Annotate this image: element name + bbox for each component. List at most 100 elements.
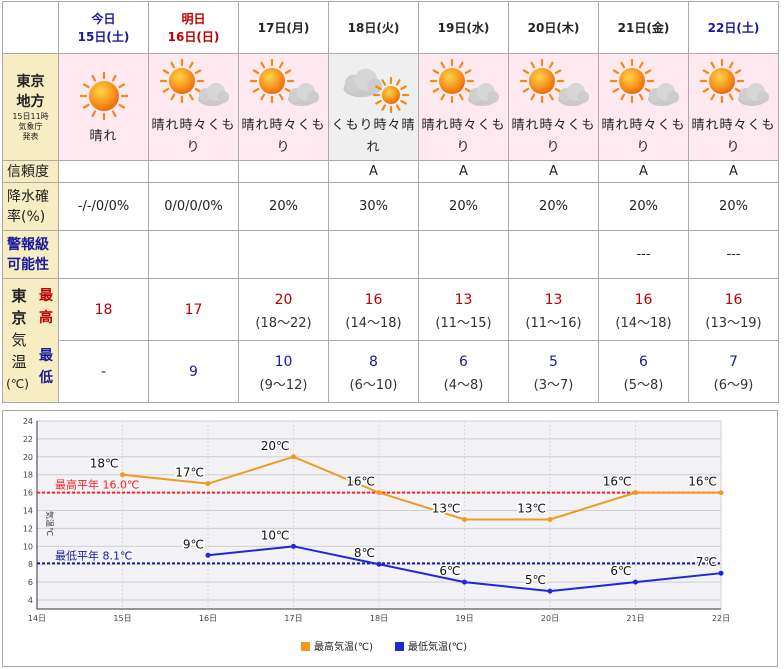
warning-cell-5 [508,230,599,279]
temperature-chart-svg: 4 6 8 10 12 14 16 18 20 22 24 14日 15日 16日 17日 18日 19日 20日… [23,417,730,653]
max-temp-value-2: 20 [274,292,293,308]
pop-cell-7: 20% [688,182,779,231]
day-label-1: 明日 [181,11,206,26]
issue-note: 発表 [22,132,39,141]
pop-label-1: 降水確 [7,188,49,205]
max-temp-range-5: (11〜16) [525,316,582,331]
sun-cloud-icon [689,55,778,115]
day-label-0: 今日 [91,11,116,26]
reliability-label: 信頼度 [2,160,59,183]
max-temp-value-6: 16 [634,292,653,308]
weather-cell-0: 晴れ [58,53,149,161]
series-1-data-label-3: 6℃ [439,564,460,578]
temp-label-c5: (℃) [6,377,29,391]
x-tick-label-0: 14日 [28,614,46,623]
warning-cell-1 [148,230,239,279]
series-0-data-label-3: 16℃ [346,475,375,489]
series-1-point-5 [633,579,638,585]
reliability-cell-1 [148,160,239,183]
reliability-cell-5: A [508,160,599,183]
warning-cell-0 [58,230,149,279]
date-label-6: 21日(金) [617,20,670,35]
y-tick-label-3: 10 [23,542,33,551]
max-temp-cell-7: 16 (13〜19) [688,278,779,341]
series-0-point-6 [633,490,638,496]
series-0-data-label-7: 16℃ [688,475,717,489]
warning-cell-2 [238,230,329,279]
min-temp-value-3: 8 [369,354,378,370]
max-label-1: 最 [39,288,53,304]
pop-row: 降水確 率(%) -/-/0/0% 0/0/0/0% 20% 30% 20% 20% 20% 2… [2,182,779,231]
min-temp-range-2: (9〜12) [259,378,308,393]
min-label-2: 低 [39,370,53,386]
weather-cell-2: 晴れ時々くもり [238,53,329,161]
date-header-row: 今日 15日(土) 明日 16日(日) 17日(月) 18日(火) 19日(水) 20日(木)… [2,1,779,54]
sun-icon [59,66,148,126]
corner-cell [2,1,59,54]
min-temp-row: - 9 10 (9〜12) 8 (6〜10) 6 (4〜8) 5 (3〜7) 6 (5〜8) 7 (6〜9… [3,340,779,403]
x-tick-label-1: 15日 [113,614,131,623]
series-1-data-label-2: 8℃ [354,546,375,560]
date-label-0: 15日(土) [77,29,130,44]
date-label-5: 20日(木) [527,20,580,35]
min-temp-value-1: 9 [189,363,198,380]
pop-cell-1: 0/0/0/0% [148,182,239,231]
min-temp-value-2: 10 [274,354,293,370]
series-0-point-5 [547,516,553,522]
pop-cell-3: 30% [328,182,419,231]
series-0-point-2 [291,454,296,460]
pop-label-2: 率(%) [7,208,46,225]
max-temp-range-7: (13〜19) [705,316,762,331]
series-1-data-label-1: 10℃ [261,528,290,542]
max-temp-value-4: 13 [454,292,473,308]
x-tick-label-8: 22日 [712,614,730,623]
min-temp-range-3: (6〜10) [349,378,398,393]
region-name-1: 東京 [16,74,45,90]
weather-label-4: 晴れ時々くもり [421,118,506,155]
legend-label-1: 最低気温(℃) [408,640,467,653]
warning-label-2[interactable]: 可能性 [7,256,49,273]
date-label-1: 16日(日) [167,29,220,44]
y-tick-label-9: 22 [23,435,33,444]
warning-label[interactable]: 警報級 可能性 [2,230,59,279]
max-temp-range-2: (18〜22) [255,316,312,331]
weather-label-0: 晴れ [89,129,118,144]
series-0-point-7 [718,490,724,496]
x-tick-label-2: 16日 [199,614,217,623]
max-temp-value-1: 17 [184,301,203,318]
forecast-table: 今日 15日(土) 明日 16日(日) 17日(月) 18日(火) 19日(水) 20日(木)… [2,1,779,403]
warning-cell-3 [328,230,419,279]
max-temp-cell-4: 13 (11〜15) [418,278,509,341]
weather-cell-3: くもり時々晴れ [328,53,419,161]
max-temp-cell-6: 16 (14〜18) [598,278,689,341]
warning-cell-4 [418,230,509,279]
date-header-4: 19日(水) [418,1,509,54]
temp-label-c4: 温 [11,353,27,371]
temp-label-c3: 気 [11,331,27,349]
sun-cloud-icon [599,55,688,115]
warning-row: 警報級 可能性 --- --- [2,230,779,279]
min-temp-range-5: (3〜7) [533,378,574,393]
temp-label-cell: 東 京 気 温 (℃) 最高 最低 [2,278,59,403]
weather-label-7: 晴れ時々くもり [691,118,776,155]
reliability-cell-6: A [598,160,689,183]
warning-label-1[interactable]: 警報級 [7,236,49,253]
reliability-cell-0 [58,160,149,183]
max-temp-cell-5: 13 (11〜16) [508,278,599,341]
series-0-data-label-5: 13℃ [517,501,546,515]
sun-cloud-icon [509,55,598,115]
min-temp-value-0: - [100,363,107,380]
sun-cloud-icon [149,55,238,115]
date-header-5: 20日(木) [508,1,599,54]
y-tick-label-7: 18 [23,471,33,480]
date-label-4: 19日(水) [437,20,490,35]
min-temp-range-7: (6〜9) [713,378,754,393]
pop-label: 降水確率(%) [2,182,59,231]
series-0-data-label-0: 18℃ [90,457,119,471]
warning-cell-7: --- [688,230,779,279]
series-1-point-3 [462,579,467,585]
y-tick-label-6: 16 [23,489,33,498]
weather-cell-4: 晴れ時々くもり [418,53,509,161]
pop-cell-5: 20% [508,182,599,231]
y-tick-label-1: 6 [28,578,33,587]
